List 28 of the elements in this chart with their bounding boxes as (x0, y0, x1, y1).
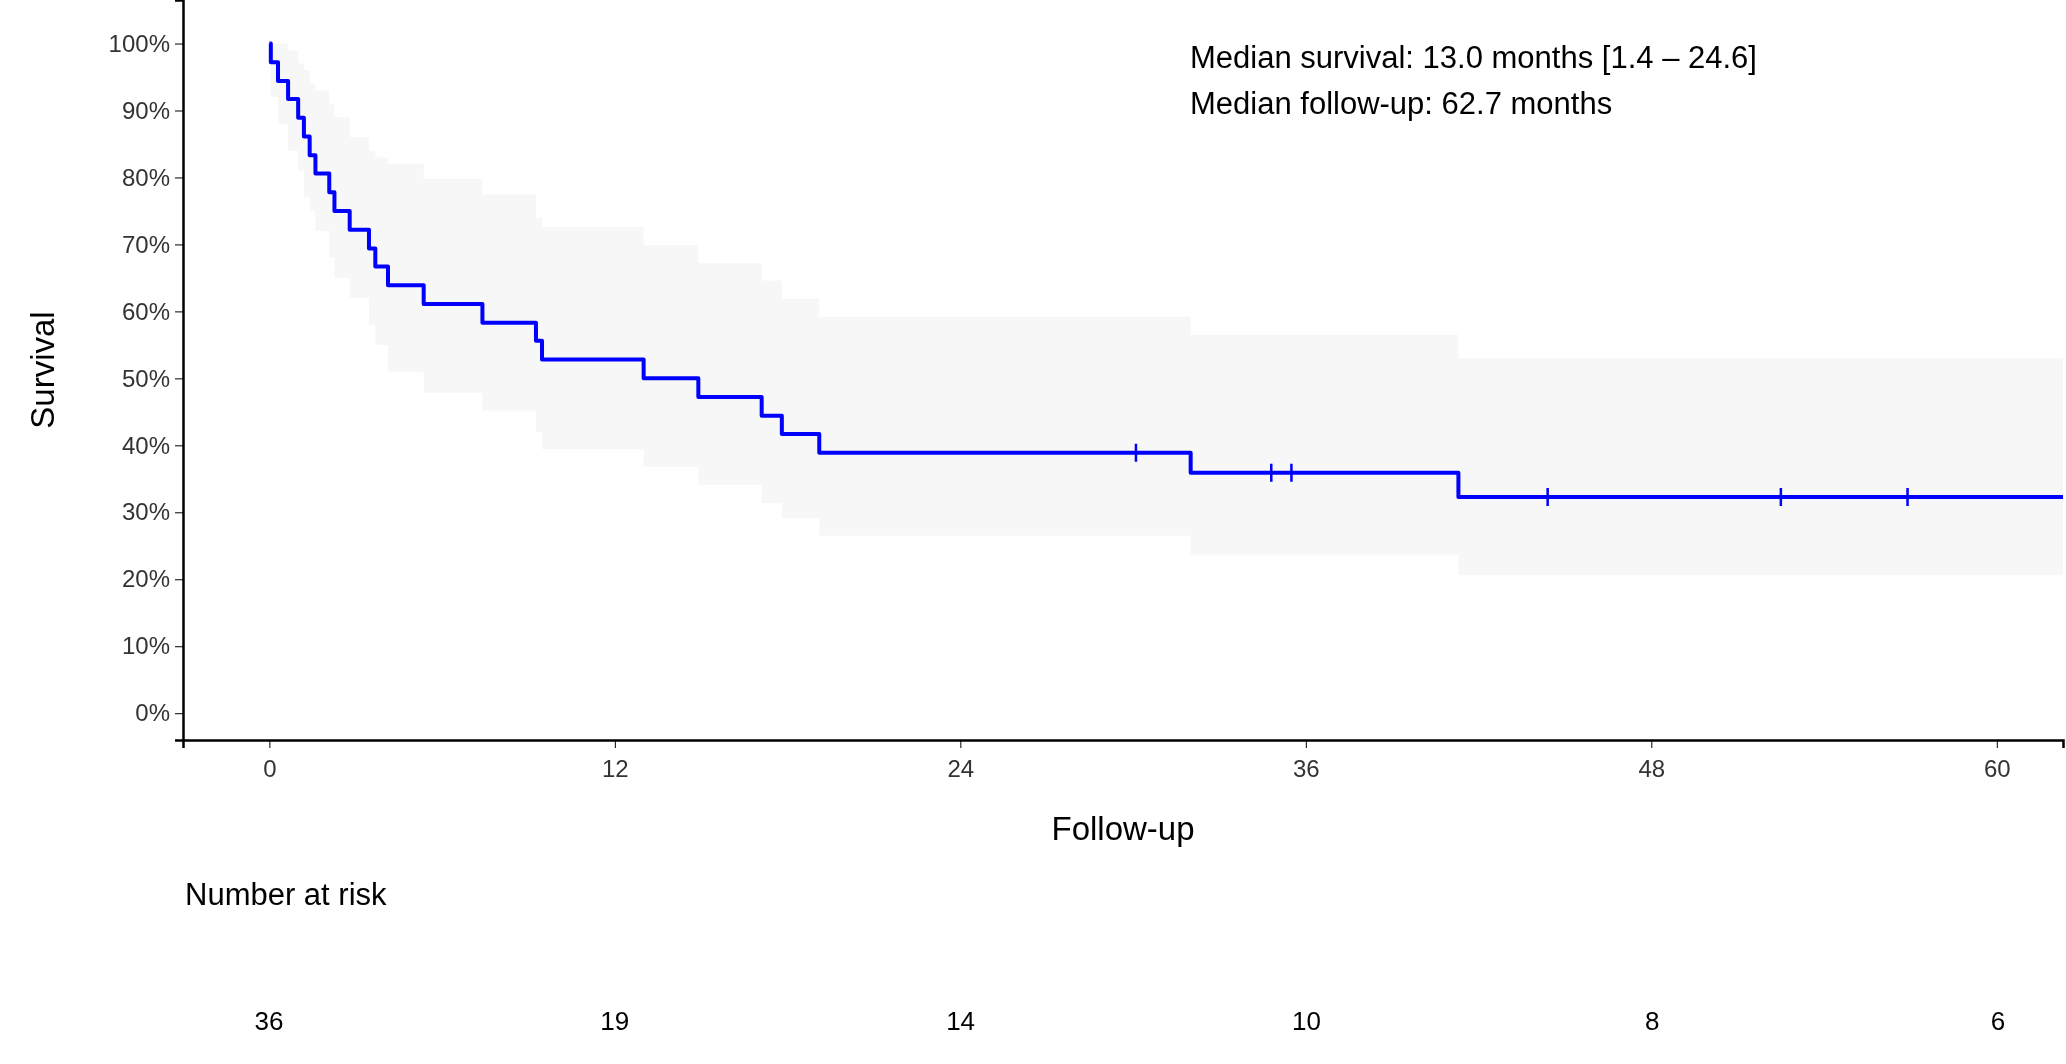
y-tick-label: 90% (121, 96, 170, 124)
annotation: Median follow-up: 62.7 months (1190, 86, 1613, 121)
y-tick-label: 40% (121, 431, 170, 459)
y-tick-label: 70% (121, 230, 170, 258)
y-axis-title: Survival (24, 311, 61, 429)
x-tick-label: 0 (263, 755, 277, 783)
x-tick-label: 24 (947, 755, 975, 783)
data-label: 14 (946, 1006, 976, 1036)
x-tick-label: 48 (1638, 755, 1666, 783)
x-tick-label: 12 (602, 755, 629, 783)
x-tick-label: 36 (1292, 755, 1320, 783)
data-label: 6 (1990, 1006, 2006, 1036)
y-tick-label: 10% (121, 632, 170, 660)
data-label: 19 (600, 1006, 630, 1036)
y-tick-label: 80% (121, 163, 170, 191)
y-tick-label: 60% (121, 297, 170, 325)
y-tick-label: 100% (108, 29, 170, 57)
data-label: 8 (1644, 1006, 1660, 1036)
data-label: 36 (254, 1006, 284, 1036)
data-label: 10 (1291, 1006, 1321, 1036)
x-tick-label: 60 (1983, 755, 2011, 783)
x-axis-title: Follow-up (1051, 810, 1195, 847)
y-tick-label: 30% (121, 498, 170, 526)
y-tick-label: 50% (121, 364, 170, 392)
y-tick-label: 0% (135, 699, 170, 727)
text: Number at risk (185, 877, 388, 912)
y-tick-label: 20% (121, 565, 170, 593)
annotation: Median survival: 13.0 months [1.4 – 24.6] (1190, 40, 1757, 75)
